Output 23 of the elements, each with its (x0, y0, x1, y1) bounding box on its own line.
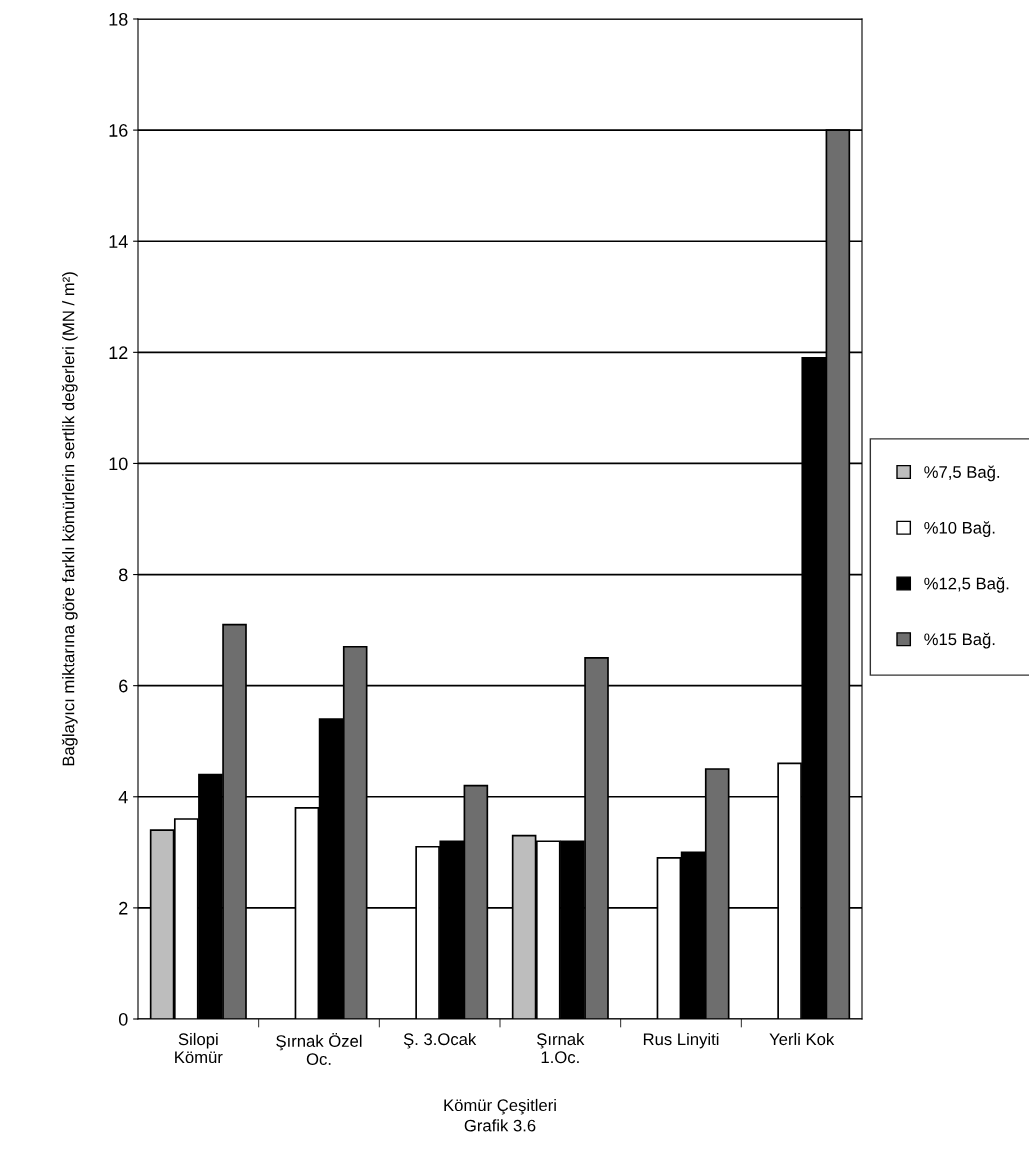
y-tick-label: 0 (118, 1012, 128, 1026)
x-tick-label: Şırnak Özel Oc. (276, 1032, 362, 1066)
y-tick-label: 10 (109, 457, 128, 471)
y-tick-label: 16 (109, 124, 128, 137)
y-tick-label: 14 (109, 235, 128, 248)
legend-label: %12,5 Bağ. (924, 577, 1009, 593)
y-tick-label: 8 (119, 568, 128, 582)
x-tick-label: Rus Linyiti (643, 1032, 719, 1049)
legend-label: %15 Bağ. (924, 632, 995, 649)
x-tick-label: Yerli Kok (769, 1032, 835, 1046)
y-tick-label: 12 (109, 346, 128, 359)
text: Grafik 3.6 (464, 1119, 536, 1132)
y-axis-title: Bağlayıcı miktarına göre farklı kömürlerin sertlik değerleri (MN / m²) (61, 272, 78, 766)
y-tick-label: 2 (119, 901, 128, 915)
y-tick-label: 18 (109, 12, 128, 26)
x-tick-label: Silopi Kömür (175, 1032, 223, 1064)
x-tick-label: Şırnak 1.Oc. (537, 1032, 585, 1064)
y-tick-label: 4 (118, 790, 128, 804)
y-tick-label: 6 (119, 679, 128, 693)
legend-label: %10 Bağ. (924, 521, 995, 537)
legend-label: %7,5 Bağ. (924, 465, 1000, 482)
x-axis-title: Kömür Çeşitleri (444, 1098, 556, 1115)
x-tick-label: Ş. 3.Ocak (403, 1032, 477, 1049)
